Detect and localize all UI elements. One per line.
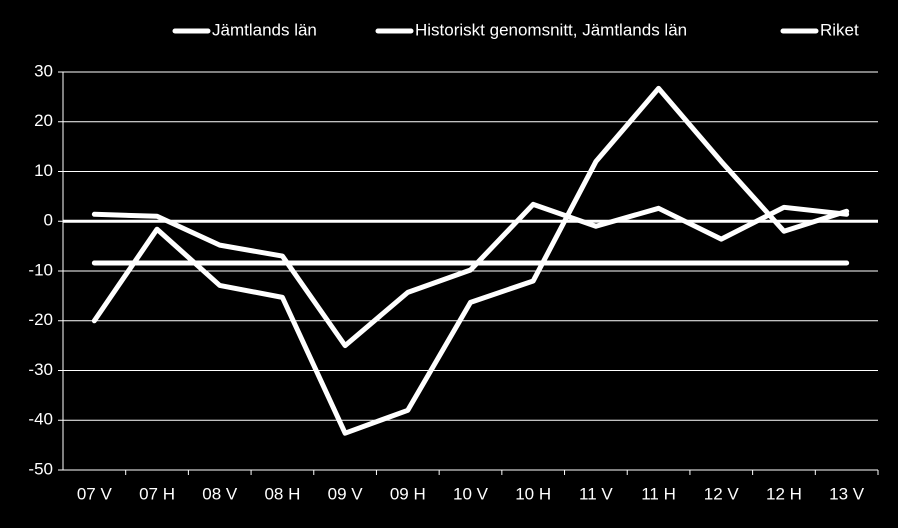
x-tick-label: 07 V [77, 484, 113, 503]
line-series [91, 201, 850, 349]
y-tick-label: -50 [28, 459, 53, 478]
legend-label: Historiskt genomsnitt, Jämtlands län [415, 20, 687, 39]
y-tick-label: 10 [34, 161, 53, 180]
x-tick-label: 12 V [704, 484, 740, 503]
x-tick-label: 11 V [579, 484, 613, 503]
line-series [91, 85, 850, 436]
legend-label: Jämtlands län [212, 20, 317, 39]
x-tick-label: 07 H [139, 484, 175, 503]
y-tick-label: -40 [28, 410, 53, 429]
legend-label: Riket [820, 20, 859, 39]
y-tick-label: -20 [28, 310, 53, 329]
x-tick-label: 08 H [264, 484, 300, 503]
y-tick-label: -10 [28, 260, 53, 279]
x-tick-label: 09 H [390, 484, 426, 503]
x-tick-label: 13 V [829, 484, 865, 503]
x-tick-label: 10 H [515, 484, 551, 503]
x-tick-label: 08 V [202, 484, 238, 503]
x-tick-label: 11 H [641, 484, 676, 503]
y-tick-label: 0 [44, 211, 53, 230]
x-tick-label: 10 V [453, 484, 489, 503]
y-tick-label: 30 [34, 61, 53, 80]
y-tick-label: 20 [34, 111, 53, 130]
x-tick-label: 12 H [766, 484, 802, 503]
x-tick-label: 09 V [328, 484, 364, 503]
y-tick-label: -30 [28, 360, 53, 379]
